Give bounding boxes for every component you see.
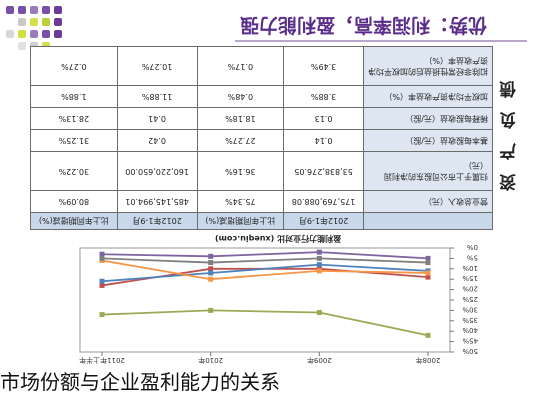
y-tick-label: 20% [462, 285, 478, 293]
table-cell: 0.27% [30, 46, 118, 86]
table-side-label: 资产负债 [492, 46, 526, 213]
table-cell: 160,220,650.00 [117, 151, 198, 191]
data-point [99, 251, 105, 257]
row-label: 营业总收入（元） [363, 190, 493, 213]
profitability-line-chart: 0% 5% 10% 15% 20% 25% 30% 35% 40% 45% 50% 2008年 2009… [30, 234, 526, 394]
table-header-cell: 比上年同期增减(%) [30, 212, 118, 230]
page-caption: 市场份额与企业盈利能力的关系 [0, 370, 280, 394]
data-point [316, 249, 322, 255]
table-header-cell: 比上年同期增减(%) [197, 212, 284, 230]
table-cell: 0.42 [117, 129, 198, 152]
table-cell: 36.16% [197, 151, 284, 191]
series-line [101, 251, 429, 260]
data-point [425, 255, 431, 261]
decorative-dots-logo [6, 6, 66, 58]
series-line [101, 263, 429, 283]
y-tick-label: 50% [462, 347, 478, 355]
data-point [208, 270, 214, 276]
y-tick-label: 40% [462, 326, 478, 334]
data-point [208, 276, 214, 282]
table-row: 稀释每股收益（元/股） 0.13 18.18% 0.41 28.13% [30, 107, 527, 130]
x-tick-label: 2010年 [198, 356, 223, 365]
financial-table-container: 2012年1-9月 比上年同期增减(%) 2012年1-9月 比上年同期增减(%… [30, 46, 526, 230]
table-header-row: 2012年1-9月 比上年同期增减(%) 2012年1-9月 比上年同期增减(%… [30, 212, 526, 230]
table-cell: 3.49% [283, 46, 364, 86]
table-cell: 75.34% [197, 190, 284, 213]
data-point [99, 255, 105, 261]
table-cell: 0.48% [197, 85, 284, 108]
table-cell: 3.88% [283, 85, 364, 108]
row-label: 稀释每股收益（元/股） [363, 107, 493, 130]
table-cell: 10.27% [117, 46, 198, 86]
row-label: 归属于上市公司股东的净利润（元） [363, 151, 493, 191]
data-point [425, 332, 431, 338]
slide-title: 优势：利润率高，盈利能力强 [240, 14, 488, 36]
data-point [316, 309, 322, 315]
table-cell: 0.17% [197, 46, 284, 86]
table-row: 扣除非经常性损益后的加权平均净资产收益率（%） 3.49% 0.17% 10.2… [30, 46, 527, 86]
table-cell: 27.27% [197, 129, 284, 152]
table-row: 加权平均净资产收益率（%） 3.88% 0.48% 11.88% 1.88% [30, 85, 527, 108]
table-row: 归属于上市公司股东的净利润（元） 53,838,276.05 36.16% 16… [30, 151, 527, 191]
table-header-cell [363, 212, 493, 230]
table-cell: 31.25% [30, 129, 118, 152]
table-cell: 28.13% [30, 107, 118, 130]
x-tick-label: 2009年 [307, 356, 332, 365]
data-point [316, 262, 322, 268]
financial-table: 2012年1-9月 比上年同期增减(%) 2012年1-9月 比上年同期增减(%… [30, 46, 526, 230]
table-cell: 30.22% [30, 151, 118, 191]
series-line [101, 257, 429, 264]
data-point [208, 307, 214, 313]
data-point [99, 282, 105, 288]
y-tick-label: 5% [467, 253, 478, 261]
table-cell: 485,145,994.01 [117, 190, 198, 213]
table-cell: 53,838,276.05 [283, 151, 364, 191]
table-row: 基本每股收益（元/股） 0.14 27.27% 0.42 31.25% [30, 129, 527, 152]
data-point [99, 278, 105, 284]
table-header-cell [492, 212, 526, 230]
data-point [208, 266, 214, 272]
plot-area [79, 247, 451, 353]
y-tick-label: 10% [462, 264, 478, 272]
series-line [101, 309, 429, 337]
table-row: 资产负债 营业总收入（元） 175,769,088.08 75.34% 485,… [30, 46, 526, 213]
y-tick-label: 35% [462, 316, 478, 324]
table-header-cell: 2012年1-9月 [117, 212, 198, 230]
table-header-cell: 2012年1-9月 [283, 212, 364, 230]
y-tick-label: 30% [462, 305, 478, 313]
title-divider [235, 40, 527, 42]
data-point [99, 312, 105, 318]
series-line [101, 259, 429, 281]
table-cell: 80.09% [30, 190, 118, 213]
data-point [425, 274, 431, 280]
y-tick-label: 45% [462, 337, 478, 345]
data-point [208, 260, 214, 266]
x-tick-label: 2011年上半年 [79, 356, 125, 365]
table-cell: 18.18% [197, 107, 284, 130]
data-point [425, 270, 431, 276]
chart-title: 盈利能力行业对比 (xueqiu.com) [215, 234, 342, 244]
y-tick-label: 0% [467, 243, 478, 251]
table-cell: 0.41 [117, 107, 198, 130]
chart-svg: 0% 5% 10% 15% 20% 25% 30% 35% 40% 45% 50% 2008年 2009… [79, 234, 478, 365]
x-tick-label: 2008年 [416, 356, 441, 365]
table-cell: 0.14 [283, 129, 364, 152]
row-label: 扣除非经常性损益后的加权平均净资产收益率（%） [363, 46, 493, 86]
data-point [208, 253, 214, 259]
y-tick-label: 15% [462, 274, 478, 282]
y-tick-label: 25% [462, 295, 478, 303]
table-cell: 1.88% [30, 85, 118, 108]
row-label: 加权平均净资产收益率（%） [363, 85, 493, 108]
data-point [316, 268, 322, 274]
table-cell: 0.13 [283, 107, 364, 130]
row-label: 基本每股收益（元/股） [363, 129, 493, 152]
table-cell: 11.88% [117, 85, 198, 108]
table-cell: 175,769,088.08 [283, 190, 364, 213]
data-point [316, 255, 322, 261]
data-point [425, 260, 431, 266]
